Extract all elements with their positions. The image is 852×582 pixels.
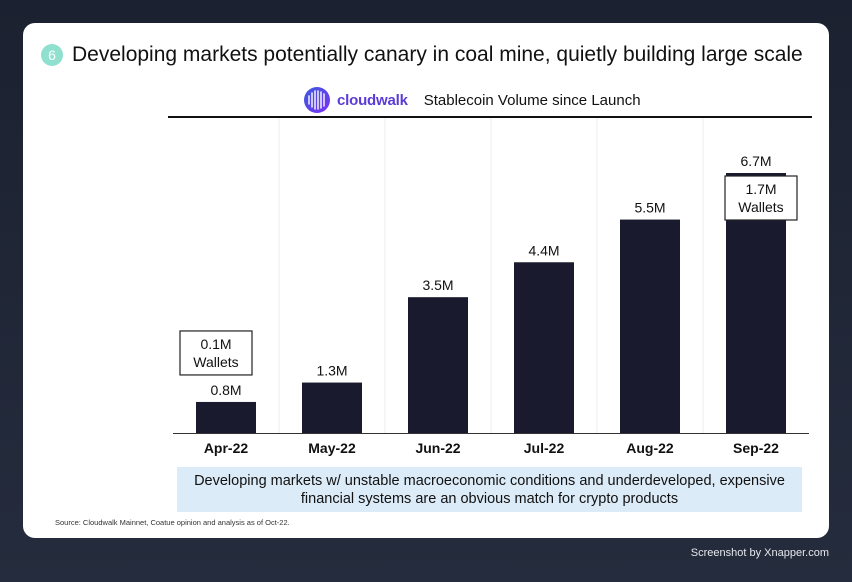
bar-value-label: 4.4M (528, 242, 559, 258)
bar-value-label: 5.5M (634, 200, 665, 216)
header-divider (168, 116, 812, 118)
x-tick-label: Aug-22 (626, 440, 674, 456)
bar-chart: 0.8M Apr-22 1.3M May-22 3.5M Jun-22 4.4M Jul-22… (173, 118, 809, 456)
wallets-annotation-label: Wallets (738, 199, 783, 215)
cloudwalk-logo-text: cloudwalk (337, 91, 408, 109)
cloudwalk-logo-icon (304, 87, 330, 113)
callout-box: Developing markets w/ unstable macroecon… (177, 467, 802, 512)
wallets-annotation-value: 0.1M (200, 336, 231, 352)
slide-header: 6 Developing markets potentially canary … (41, 43, 803, 67)
x-tick-label: Jul-22 (524, 440, 565, 456)
wallets-annotation-label: Wallets (193, 354, 238, 370)
bar-value-label: 0.8M (210, 382, 241, 398)
chart-title: Stablecoin Volume since Launch (423, 91, 641, 109)
bar-jul-22 (514, 262, 574, 433)
source-note: Source: Cloudwalk Mainnet, Coatue opinio… (55, 518, 290, 527)
callout-line-2: financial systems are an obvious match f… (300, 490, 679, 507)
slide-card: 6 Developing markets potentially canary … (23, 23, 829, 538)
bar-jun-22 (408, 297, 468, 433)
bar-value-label: 1.3M (316, 363, 347, 379)
x-tick-label: Jun-22 (415, 440, 460, 456)
watermark: Screenshot by Xnapper.com (690, 547, 829, 559)
bar-may-22 (302, 382, 362, 433)
bar-aug-22 (620, 219, 680, 433)
bar-value-label: 6.7M (740, 153, 771, 169)
slide-number-badge: 6 (41, 44, 63, 66)
x-tick-label: Sep-22 (733, 440, 779, 456)
chart-header: cloudwalk Stablecoin Volume since Launch (303, 85, 641, 115)
slide-title: Developing markets potentially canary in… (72, 43, 803, 66)
wallets-annotation-box (724, 175, 798, 221)
x-tick-label: Apr-22 (204, 440, 249, 456)
wallets-annotation-value: 1.7M (745, 181, 776, 197)
cloudwalk-logo: cloudwalk (303, 86, 408, 114)
callout-line-1: Developing markets w/ unstable macroecon… (194, 472, 785, 489)
wallets-annotation-box (179, 330, 253, 376)
bar-apr-22 (196, 401, 256, 433)
bar-value-label: 3.5M (422, 277, 453, 293)
x-tick-label: May-22 (308, 440, 356, 456)
